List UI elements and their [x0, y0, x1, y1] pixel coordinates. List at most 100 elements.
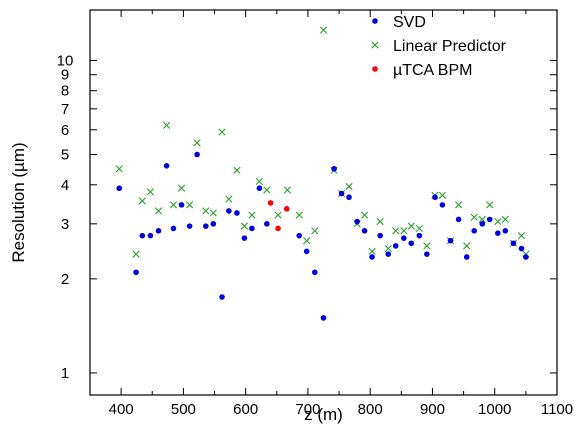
svd-point [385, 251, 392, 257]
svd-point [139, 232, 146, 239]
svd-point [163, 163, 170, 169]
linear-predictor-point [274, 211, 282, 219]
linear-predictor-point [470, 213, 478, 221]
svd-point [439, 202, 446, 208]
svd-point [194, 151, 200, 158]
svd-point [523, 254, 529, 260]
x-tick-label: 800 [358, 401, 383, 418]
svd-point [264, 221, 270, 227]
x-tick-label: 400 [109, 401, 134, 418]
svd-point [241, 235, 248, 241]
linear-predictor-point [240, 222, 249, 230]
svd-point [116, 185, 123, 192]
svd-point [346, 194, 352, 201]
tca-bpm-point [283, 206, 290, 212]
svd-point [303, 248, 310, 255]
x-tick-label: 1100 [541, 401, 573, 418]
legend-label-linear-predictor: Linear Predictor [393, 38, 507, 55]
x-tick-label: 1000 [478, 401, 511, 418]
svd-point [147, 232, 154, 239]
svd-point [361, 227, 368, 234]
svd-point [354, 218, 360, 225]
svd-point [249, 225, 255, 232]
linear-predictor-point [345, 182, 353, 191]
linear-predictor-point [486, 201, 494, 209]
linear-predictor-point [169, 201, 178, 209]
y-tick-label: 3 [61, 216, 69, 233]
svd-point [432, 194, 438, 201]
svd-point [471, 227, 477, 234]
svd-point [296, 232, 303, 239]
linear-predictor-point [384, 244, 392, 253]
linear-predictor-point [225, 195, 233, 203]
linear-predictor-point [478, 215, 486, 223]
y-axis-title: Resolution (µm) [9, 142, 28, 262]
svd-point [392, 243, 399, 249]
y-tick-label: 4 [61, 177, 69, 194]
svd-point [311, 269, 318, 276]
svd-point [155, 227, 162, 234]
linear-predictor-point [162, 121, 171, 129]
y-tick-label: 1 [61, 365, 69, 382]
svd-point [502, 227, 509, 234]
svd-point [234, 210, 240, 216]
svd-point [455, 216, 462, 223]
linear-predictor-point [132, 250, 140, 258]
svd-point [178, 202, 185, 208]
legend-marker-linear-predictor [371, 41, 379, 49]
linear-predictor-point [218, 128, 226, 136]
svd-point [486, 216, 493, 223]
data-marks [115, 26, 530, 321]
linear-predictor-point [361, 211, 369, 219]
svd-point [518, 245, 525, 252]
svd-point [186, 223, 193, 229]
svd-point [256, 185, 263, 192]
linear-predictor-point [138, 197, 146, 205]
svd-point [510, 240, 517, 247]
linear-predictor-point [255, 177, 263, 186]
svd-point [338, 190, 345, 197]
tca-bpm-point [275, 225, 281, 232]
svd-point [416, 232, 423, 239]
x-tick-label: 600 [233, 401, 258, 418]
linear-predictor-point [146, 188, 154, 196]
linear-predictor-point [193, 139, 201, 147]
svd-point [369, 254, 375, 260]
linear-predictor-point [154, 207, 163, 215]
x-tick-label: 900 [420, 401, 445, 418]
legend-marker-svd [372, 18, 378, 24]
svd-point [447, 237, 454, 244]
tca-bpm-point [267, 200, 274, 206]
x-tick-label: 500 [171, 401, 196, 418]
legend-label-svd: SVD [393, 14, 426, 31]
linear-predictor-point [438, 191, 447, 199]
linear-predictor-point [407, 222, 415, 230]
svd-point [226, 208, 232, 214]
linear-predictor-point [303, 237, 311, 245]
linear-predictor-point [177, 184, 186, 192]
linear-predictor-point [494, 218, 502, 226]
y-tick-label: 6 [61, 122, 69, 139]
y-tick-label: 9 [61, 67, 69, 84]
linear-predictor-point [233, 166, 241, 174]
svd-point [170, 225, 177, 232]
linear-predictor-point [415, 224, 423, 233]
linear-predictor-point [209, 209, 217, 217]
plot-frame [89, 9, 558, 396]
linear-predictor-point [115, 165, 123, 173]
svd-point [320, 315, 327, 321]
linear-predictor-point [283, 186, 291, 194]
y-tick-label: 2 [61, 271, 69, 288]
svd-point [495, 230, 501, 236]
svd-point [479, 221, 486, 227]
x-axis-title: z (m) [304, 405, 343, 424]
legend: SVD Linear Predictor µTCA BPM [371, 14, 507, 79]
linear-predictor-point [186, 201, 194, 209]
linear-predictor-point [392, 227, 400, 235]
linear-predictor-point [368, 247, 376, 255]
linear-predictor-point [311, 227, 319, 235]
svd-point [210, 221, 217, 227]
y-tick-label: 8 [61, 83, 69, 100]
svd-point [219, 294, 225, 300]
